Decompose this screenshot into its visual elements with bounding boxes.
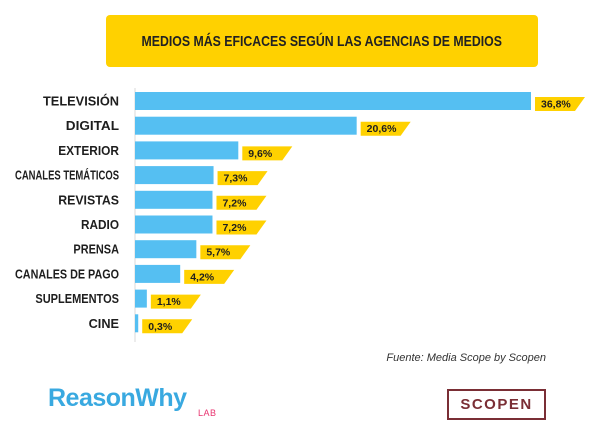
value-tag xyxy=(150,294,201,309)
value-tag xyxy=(216,220,267,235)
value-label: 4,2% xyxy=(190,271,215,283)
bar xyxy=(135,240,197,259)
value-tag xyxy=(217,171,268,186)
bar xyxy=(135,264,181,283)
source-note: Fuente: Media Scope by Scopen xyxy=(386,352,546,364)
value-label: 7,2% xyxy=(222,222,247,234)
value-label: 5,7% xyxy=(206,247,231,259)
reasonwhy-lab-logo: LAB xyxy=(198,408,217,418)
category-label: PRENSA xyxy=(73,243,119,257)
value-label: 20,6% xyxy=(367,123,397,135)
bar xyxy=(135,289,147,308)
bar xyxy=(135,92,531,110)
category-label: DIGITAL xyxy=(66,119,120,133)
category-label: REVISTAS xyxy=(58,193,119,207)
value-tag xyxy=(535,97,585,111)
value-label: 1,1% xyxy=(157,296,182,308)
chart-title-banner: MEDIOS MÁS EFICACES SEGÚN LAS AGENCIAS D… xyxy=(106,15,538,67)
value-tag xyxy=(200,245,251,260)
bar xyxy=(135,190,213,209)
category-label: CANALES TEMÁTICOS xyxy=(15,168,119,183)
value-label: 0,3% xyxy=(148,321,173,333)
bar xyxy=(135,141,239,160)
category-label: SUPLEMENTOS xyxy=(35,292,119,306)
value-label: 7,3% xyxy=(224,173,249,185)
bar xyxy=(135,215,213,234)
bar xyxy=(135,314,139,333)
chart-title: MEDIOS MÁS EFICACES SEGÚN LAS AGENCIAS D… xyxy=(141,32,503,50)
value-tag xyxy=(184,269,235,284)
category-label: CINE xyxy=(89,317,119,331)
value-label: 7,2% xyxy=(222,197,247,209)
reasonwhy-logo: ReasonWhy xyxy=(48,384,187,412)
value-tag xyxy=(360,121,411,136)
value-label: 36,8% xyxy=(541,99,571,111)
category-label: CANALES DE PAGO xyxy=(15,267,119,281)
scopen-logo: SCOPEN xyxy=(447,389,546,420)
category-label: TELEVISIÓN xyxy=(43,94,119,109)
category-label: RADIO xyxy=(81,218,119,232)
bar xyxy=(135,166,214,185)
value-label: 9,6% xyxy=(248,148,273,160)
value-tag xyxy=(216,195,267,210)
value-tag xyxy=(242,146,293,161)
bar xyxy=(135,116,357,135)
category-label: EXTERIOR xyxy=(58,144,119,158)
value-tag xyxy=(142,319,193,334)
